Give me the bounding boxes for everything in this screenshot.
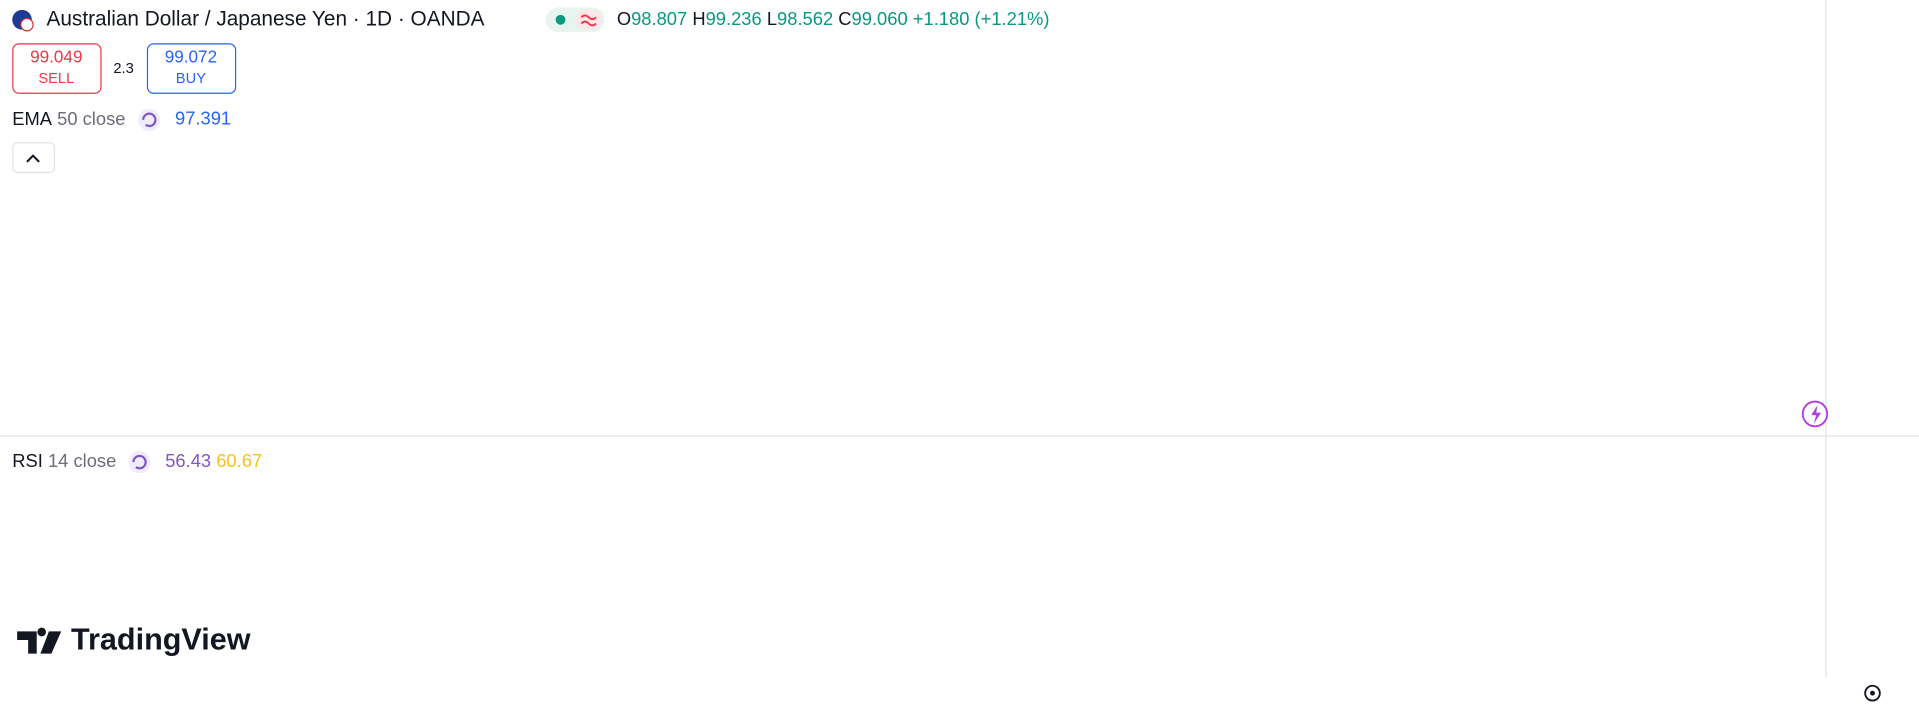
settings-icon[interactable]: [1864, 684, 1881, 702]
market-open-dot: [555, 14, 566, 25]
refresh-icon[interactable]: [128, 450, 151, 474]
flag-icon: [20, 17, 34, 32]
indicator-value: 97.391: [175, 108, 231, 129]
refresh-icon: [132, 454, 147, 470]
ema-legend: EMA 50 close 97.391: [12, 108, 231, 173]
ohlc-label: O: [617, 8, 631, 29]
refresh-icon: [142, 112, 157, 128]
ohlc-label: C: [838, 8, 851, 29]
ohlc-value: 98.562: [777, 8, 833, 29]
spread: 2.3: [113, 61, 133, 77]
indicator-params: 50 close: [57, 108, 125, 129]
ohlc-value: 99.060: [852, 8, 908, 29]
collapse-icon: [26, 154, 40, 163]
indicator-name: RSI: [12, 450, 43, 471]
ohlc-label: H: [692, 8, 705, 29]
buy-button[interactable]: [146, 43, 237, 94]
indicator-name: EMA: [12, 108, 52, 129]
sell-price: 99.049: [30, 47, 82, 67]
buy-price: 99.072: [165, 47, 217, 67]
indicator-params: 14 close: [48, 450, 116, 471]
ohlc-label: L: [767, 8, 777, 29]
rsi-ma-value: 60.67: [216, 450, 262, 471]
rsi-value: 56.43: [165, 450, 211, 471]
indicator-legend[interactable]: EMA 50 close: [12, 108, 125, 129]
buy-label: BUY: [176, 71, 206, 87]
status-pill: [575, 9, 603, 30]
symbol-title[interactable]: Australian Dollar / Japanese Yen · 1D · …: [47, 7, 485, 30]
logo-mark: [17, 627, 62, 654]
ohlc-value: 98.807: [631, 8, 687, 29]
refresh-icon[interactable]: [138, 108, 161, 131]
ohlc-value: 99.236: [706, 8, 762, 29]
header: Australian Dollar / Japanese Yen · 1D · …: [12, 7, 1050, 33]
alert-icon: [1811, 405, 1822, 424]
logo-text: TradingView: [71, 621, 251, 656]
sell-label: SELL: [38, 71, 74, 87]
trade-panel: 99.049 SELL 2.3 99.072 BUY: [12, 43, 237, 94]
rsi-legend: RSI 14 close 56.43 60.67: [12, 450, 262, 474]
indicator-values: 56.43 60.67: [165, 450, 262, 471]
settings-icon: [1870, 690, 1875, 696]
delay-icon: [580, 14, 597, 27]
alert-icon[interactable]: [1801, 400, 1829, 428]
indicator-legend[interactable]: RSI 14 close: [12, 450, 116, 471]
change: +1.180 (+1.21%): [913, 8, 1050, 29]
ohlc-legend: O98.807 H99.236 L98.562 C99.060 +1.180 (…: [617, 8, 1050, 29]
brand-logo: TradingView: [17, 621, 251, 656]
sell-button[interactable]: [12, 43, 102, 94]
